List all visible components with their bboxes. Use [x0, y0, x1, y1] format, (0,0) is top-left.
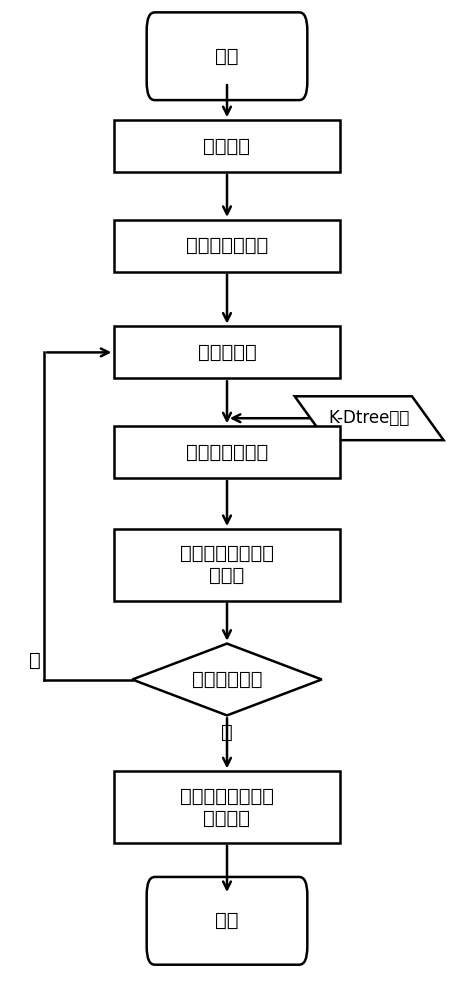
Bar: [114, 120, 340, 172]
Bar: [114, 426, 340, 478]
Text: 源点云集: 源点云集: [203, 136, 251, 155]
Text: 结束: 结束: [215, 911, 239, 930]
Polygon shape: [295, 396, 444, 440]
Text: 遍历所有点？: 遍历所有点？: [192, 670, 262, 689]
Polygon shape: [132, 644, 322, 715]
Bar: [114, 220, 340, 272]
Bar: [114, 326, 340, 378]
Text: K-Dtree算法: K-Dtree算法: [328, 409, 410, 427]
Text: 随机提取初始点: 随机提取初始点: [186, 236, 268, 255]
Text: 顺序排列点集并保
留原索引: 顺序排列点集并保 留原索引: [180, 787, 274, 828]
Text: 是: 是: [221, 723, 233, 742]
Text: 划分中心点: 划分中心点: [197, 343, 257, 362]
Bar: [114, 529, 340, 601]
Bar: [114, 771, 340, 843]
FancyBboxPatch shape: [147, 12, 307, 100]
Text: 索引下点疏密描述
值增加: 索引下点疏密描述 值增加: [180, 544, 274, 585]
Text: 符合条件索引点: 符合条件索引点: [186, 443, 268, 462]
FancyBboxPatch shape: [147, 877, 307, 965]
Text: 开始: 开始: [215, 47, 239, 66]
Text: 否: 否: [29, 651, 41, 670]
